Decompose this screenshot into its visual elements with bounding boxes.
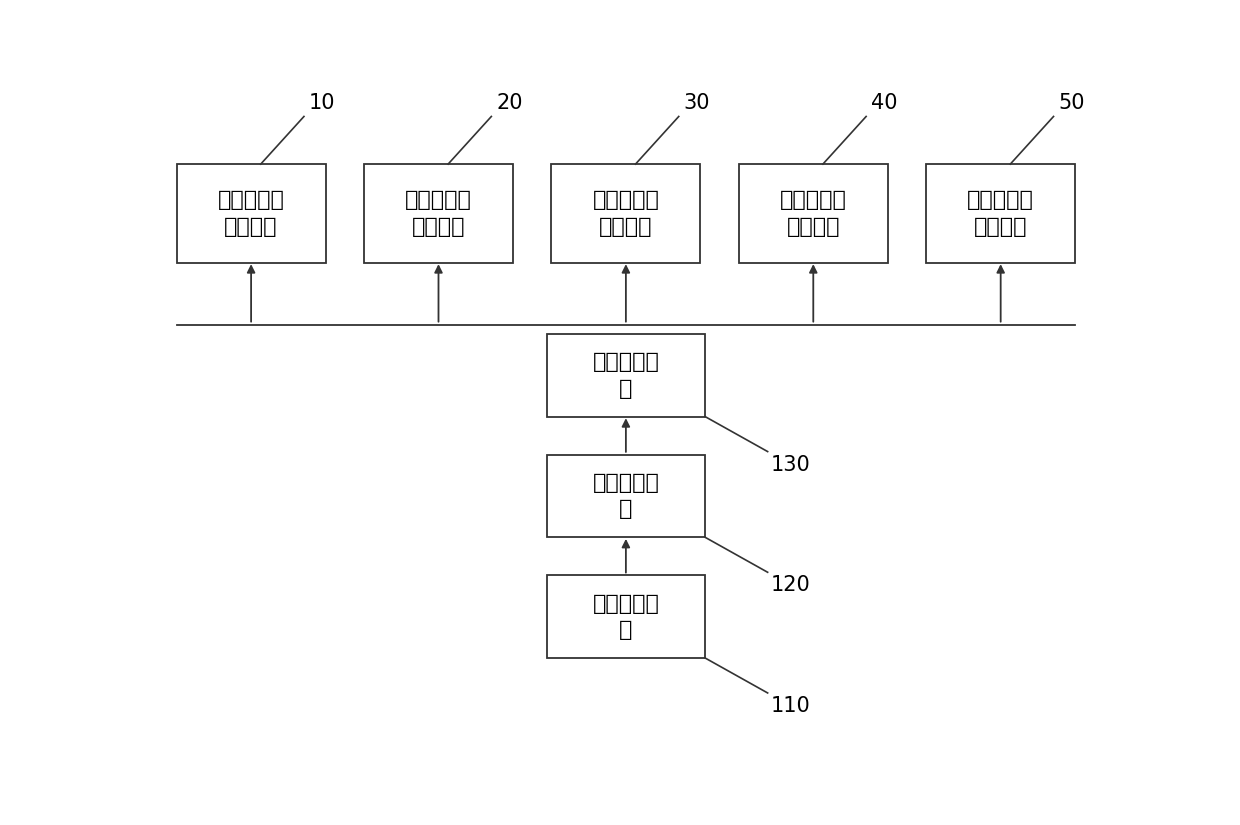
Text: 50: 50	[1059, 93, 1085, 113]
Text: 20: 20	[496, 93, 522, 113]
Bar	[926, 164, 1075, 262]
Bar	[739, 164, 888, 262]
Bar	[365, 164, 513, 262]
Bar	[547, 334, 706, 417]
Text: 110: 110	[770, 696, 810, 716]
Text: 30: 30	[683, 93, 711, 113]
Bar	[176, 164, 326, 262]
Bar	[547, 455, 706, 537]
Text: 130: 130	[770, 455, 810, 474]
Bar	[547, 576, 706, 658]
Text: 概貌监控显
示子模块: 概貌监控显 示子模块	[405, 190, 472, 237]
Text: 数据处理模
块: 数据处理模 块	[593, 352, 660, 398]
Text: 120: 120	[770, 576, 810, 596]
Text: 数据采集模
块: 数据采集模 块	[593, 593, 660, 640]
Text: 数据传输模
块: 数据传输模 块	[593, 473, 660, 519]
Text: 40: 40	[870, 93, 898, 113]
Text: 实体保卫显
示子模块: 实体保卫显 示子模块	[780, 190, 847, 237]
Text: 火灾报警显
示子模块: 火灾报警显 示子模块	[967, 190, 1034, 237]
Text: 重要参数显
示子模块: 重要参数显 示子模块	[593, 190, 660, 237]
Text: 10: 10	[309, 93, 335, 113]
Text: 工艺报警显
示子模块: 工艺报警显 示子模块	[218, 190, 284, 237]
Bar	[552, 164, 701, 262]
